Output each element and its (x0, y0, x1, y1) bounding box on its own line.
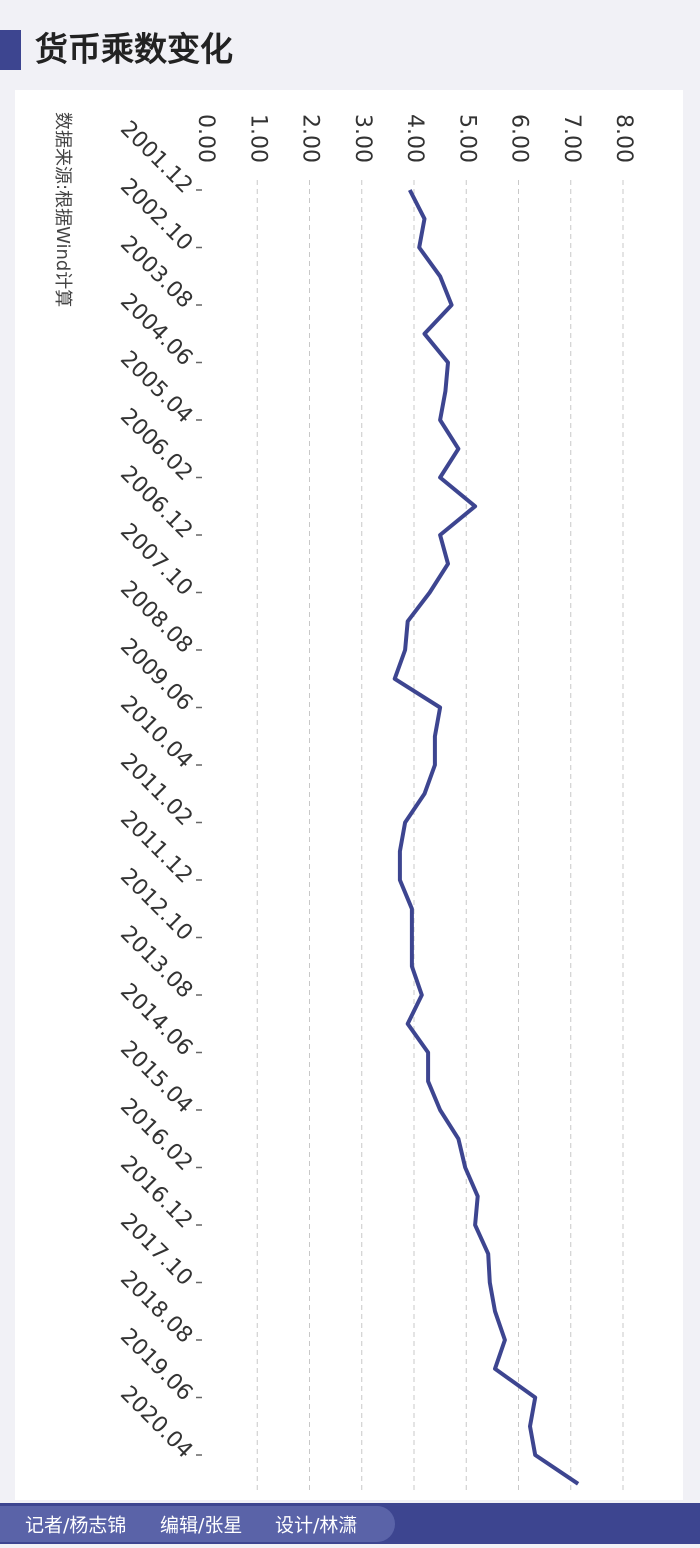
title-marker (0, 30, 21, 70)
line (392, 189, 580, 1486)
footer-pill (0, 1506, 395, 1542)
value-tick-label: 5.00 (454, 114, 479, 163)
value-tick-label: 3.00 (350, 114, 375, 163)
footer-editor: 编辑/张星 (160, 1515, 242, 1537)
card (15, 90, 683, 1500)
value-tick-label: 8.00 (611, 114, 636, 163)
footer-designer: 设计/林潇 (275, 1515, 357, 1537)
value-tick-label: 0.00 (193, 114, 218, 163)
value-tick-label: 1.00 (245, 114, 270, 163)
value-tick-label: 7.00 (559, 114, 584, 163)
source: 数据来源:根据Wind计算 (52, 112, 73, 307)
value-tick-label: 2.00 (298, 114, 323, 163)
value-tick-label: 6.00 (507, 114, 532, 163)
chart-title: 货币乘数变化 (35, 30, 233, 69)
value-tick-label: 4.00 (402, 114, 427, 163)
footer-reporter: 记者/杨志锦 (25, 1515, 126, 1537)
